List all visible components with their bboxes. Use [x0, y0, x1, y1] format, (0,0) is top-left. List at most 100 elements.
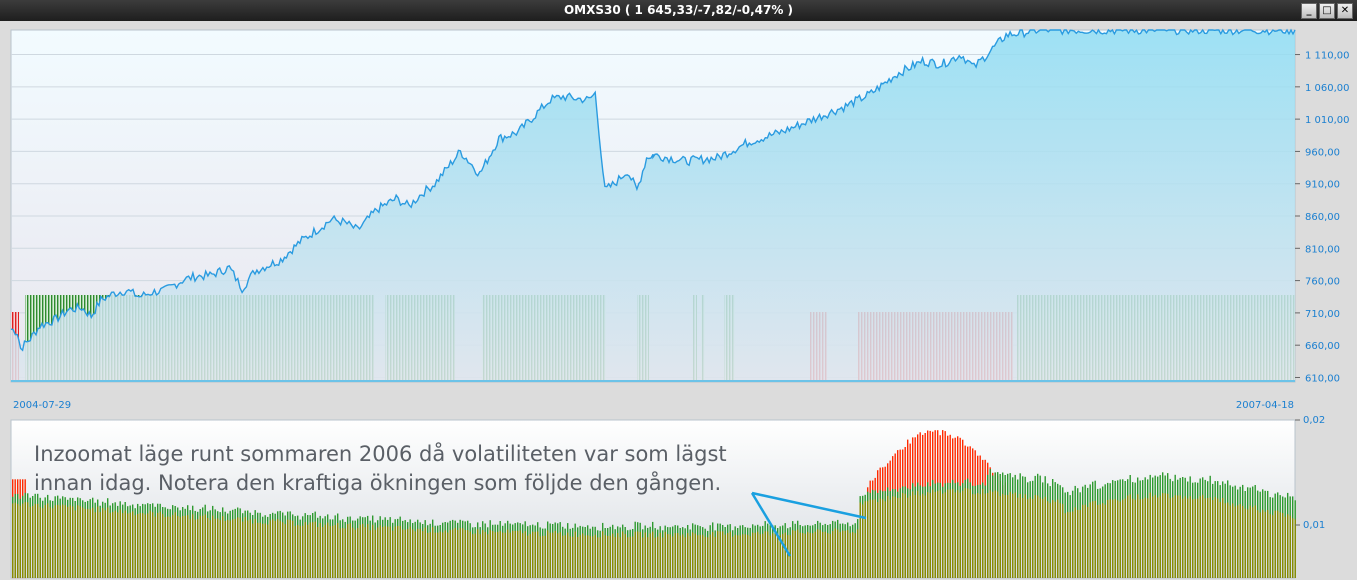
volatility-bar	[764, 531, 766, 578]
volatility-bar	[447, 532, 449, 578]
volatility-bar	[1242, 505, 1244, 578]
volatility-bar	[94, 512, 96, 578]
volatility-bar	[47, 503, 49, 578]
volatility-bar	[709, 534, 711, 578]
volatility-bar	[1274, 510, 1276, 578]
volatility-bar	[1167, 493, 1169, 578]
volatility-bar	[1047, 501, 1049, 578]
volatility-bar	[882, 499, 884, 578]
volatility-bar	[404, 529, 406, 578]
volatility-bar	[62, 504, 64, 578]
volatility-bar	[234, 518, 236, 578]
volatility-bar	[1037, 495, 1039, 578]
volatility-bar	[1247, 509, 1249, 578]
volatility-bar	[334, 524, 336, 578]
volatility-bar	[1034, 495, 1036, 578]
volatility-bar	[944, 492, 946, 578]
price-y-axis: 1 110,00 1 060,00 1 010,00 960,00 910,00 860,…	[1295, 51, 1350, 384]
volatility-bar	[289, 520, 291, 578]
volatility-bar	[1227, 502, 1229, 578]
volatility-bar	[1072, 511, 1074, 578]
volatility-bar	[874, 499, 876, 578]
volatility-bar	[1109, 499, 1111, 578]
vol-tick-label: 0,02	[1303, 415, 1325, 426]
volatility-bar	[17, 503, 19, 578]
volatility-bar	[939, 490, 941, 578]
volatility-bar	[809, 533, 811, 578]
volatility-bar	[227, 519, 229, 578]
volatility-bar	[877, 502, 879, 578]
volatility-bar	[389, 526, 391, 578]
volatility-bar	[554, 530, 556, 578]
volatility-bar	[252, 523, 254, 578]
volatility-bar	[342, 528, 344, 578]
volatility-bar	[532, 531, 534, 578]
annotation-text: Inzoomat läge runt sommaren 2006 då vola…	[34, 440, 794, 498]
volatility-bar	[522, 533, 524, 578]
maximize-button[interactable]: □	[1319, 3, 1335, 19]
volatility-bar	[137, 514, 139, 578]
volatility-bar	[297, 524, 299, 578]
volatility-bar	[562, 535, 564, 578]
volatility-bar	[219, 520, 221, 578]
volatility-bar	[517, 530, 519, 578]
volatility-bar	[1074, 507, 1076, 578]
volatility-bar	[609, 535, 611, 578]
volatility-bar	[1044, 496, 1046, 578]
volatility-bar	[182, 515, 184, 578]
volatility-bar	[762, 533, 764, 578]
volatility-bar	[1244, 508, 1246, 578]
volatility-bar	[869, 499, 871, 578]
volatility-bar	[452, 529, 454, 578]
volatility-bar	[672, 536, 674, 578]
volatility-bar	[1217, 498, 1219, 578]
volatility-bar	[574, 531, 576, 578]
volatility-bar	[319, 523, 321, 578]
volatility-bar	[817, 529, 819, 578]
volatility-bar	[1249, 505, 1251, 578]
volatility-bar	[39, 507, 41, 578]
volatility-bar	[987, 493, 989, 578]
volatility-bar	[419, 529, 421, 578]
volatility-bar	[922, 493, 924, 578]
volatility-bar	[382, 527, 384, 578]
close-button[interactable]: ✕	[1337, 3, 1353, 19]
volatility-bar	[704, 536, 706, 578]
volatility-bar	[577, 537, 579, 578]
volatility-bar	[1277, 510, 1279, 578]
volatility-bar	[857, 529, 859, 578]
volatility-bar	[414, 531, 416, 578]
volatility-bar	[262, 523, 264, 578]
volatility-bar	[662, 537, 664, 578]
volatility-bar	[539, 536, 541, 578]
volatility-bar	[24, 502, 26, 578]
volatility-bar	[897, 498, 899, 578]
volatility-bar	[924, 495, 926, 578]
volatility-bar	[974, 494, 976, 578]
volatility-bar	[519, 530, 521, 578]
volatility-bar	[292, 520, 294, 578]
volatility-bar	[1187, 498, 1189, 578]
volatility-bar	[1212, 500, 1214, 578]
volatility-bar	[972, 494, 974, 578]
volatility-bar	[247, 520, 249, 578]
volatility-bar	[467, 530, 469, 578]
y-tick-label: 960,00	[1305, 147, 1340, 158]
volatility-bar	[1259, 512, 1261, 578]
volatility-bar	[804, 533, 806, 578]
volatility-bar	[1112, 499, 1114, 578]
volatility-bar	[942, 493, 944, 578]
volatility-bar	[644, 532, 646, 578]
volatility-bar	[1219, 501, 1221, 578]
volatility-bar	[217, 518, 219, 578]
volatility-bar	[767, 531, 769, 578]
volatility-bar	[237, 517, 239, 578]
volatility-bar	[49, 507, 51, 578]
volatility-bar	[129, 512, 131, 578]
volatility-bar	[362, 524, 364, 578]
volatility-bar	[174, 512, 176, 578]
volatility-bar	[424, 527, 426, 578]
volatility-bar	[1139, 499, 1141, 578]
volatility-bar	[1179, 495, 1181, 578]
minimize-button[interactable]: _	[1301, 3, 1317, 19]
